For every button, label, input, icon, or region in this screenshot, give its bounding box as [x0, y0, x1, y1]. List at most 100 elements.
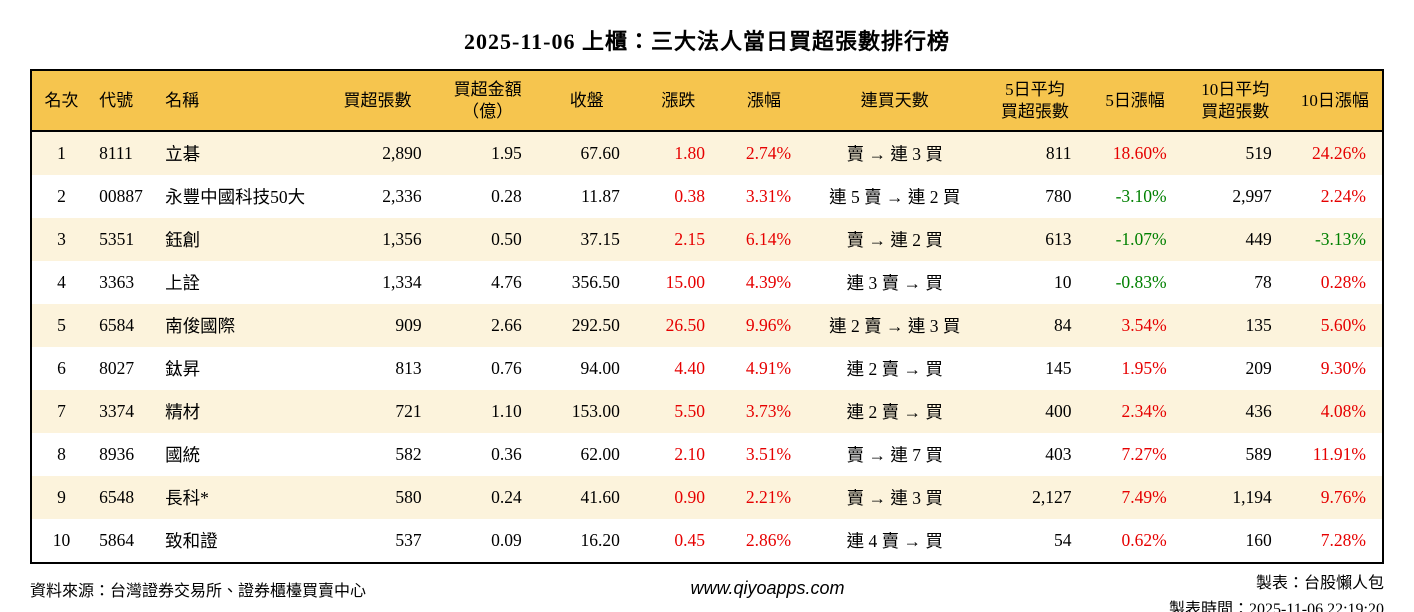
cell-pct5: 2.34%: [1121, 401, 1167, 421]
cell-avg10: 1,194: [1232, 487, 1272, 507]
cell-pct10: -3.13%: [1314, 229, 1366, 249]
column-header-name: 名稱: [157, 70, 318, 132]
column-header-close: 收盤: [537, 70, 636, 132]
cell-change_pct: 2.21%: [745, 487, 792, 507]
column-header-streak: 連買天數: [807, 70, 983, 132]
table-row: 2 00887 永豐中國科技50大 2,336 0.28 11.87 0.38 3.31% 連 …: [31, 175, 1383, 218]
column-header-pct10: 10日漲幅: [1287, 70, 1383, 132]
cell-avg5: 84: [1054, 315, 1072, 335]
cell-net_amount: 0.09: [491, 530, 522, 550]
column-header-change_pct: 漲幅: [720, 70, 808, 132]
cell-pct5: 7.27%: [1121, 444, 1167, 464]
table-row: 9 6548 長科* 580 0.24 41.60 0.90 2.21% 賣 → 連 3 買 2,…: [31, 476, 1383, 519]
cell-net_amount: 0.24: [491, 487, 522, 507]
cell-change: 15.00: [665, 272, 705, 292]
table-row: 5 6584 南俊國際 909 2.66 292.50 26.50 9.96% 連 2 賣 → …: [31, 304, 1383, 347]
table-row: 8 8936 國統 582 0.36 62.00 2.10 3.51% 賣 → 連 7 買 403…: [31, 433, 1383, 476]
cell-avg10: 78: [1254, 272, 1272, 292]
cell-close: 356.50: [571, 272, 620, 292]
creator-note: 製表：台股懶人包: [1255, 575, 1384, 592]
footer-credits: 製表：台股懶人包 製表時間：2025-11-06 22:19:20: [1169, 571, 1384, 612]
cell-change_pct: 4.39%: [745, 272, 792, 292]
cell-pct10: 4.08%: [1320, 401, 1366, 421]
cell-avg10: 589: [1245, 444, 1272, 464]
cell-net_amount: 0.76: [491, 358, 522, 378]
cell-close: 292.50: [571, 315, 620, 335]
cell-close: 94.00: [580, 358, 620, 378]
cell-close: 62.00: [580, 444, 620, 464]
column-header-avg5: 5日平均 買超張數: [982, 70, 1088, 132]
cell-code: 5351: [99, 229, 135, 249]
cell-avg10: 160: [1245, 530, 1272, 550]
cell-change: 1.80: [674, 143, 705, 163]
table-row: 6 8027 鈦昇 813 0.76 94.00 4.40 4.91% 連 2 賣 → 買 145…: [31, 347, 1383, 390]
cell-pct5: 3.54%: [1121, 315, 1167, 335]
cell-avg10: 519: [1245, 143, 1272, 163]
cell-change: 4.40: [674, 358, 705, 378]
cell-net_buy: 2,336: [382, 186, 422, 206]
cell-pct10: 2.24%: [1320, 186, 1366, 206]
cell-name: 國統: [165, 445, 201, 465]
cell-avg10: 135: [1245, 315, 1272, 335]
cell-name: 致和證: [165, 531, 218, 551]
cell-pct5: -0.83%: [1115, 272, 1167, 292]
cell-net_amount: 0.28: [491, 186, 522, 206]
cell-pct10: 5.60%: [1320, 315, 1366, 335]
created-timestamp: 製表時間：2025-11-06 22:19:20: [1169, 601, 1384, 612]
cell-name: 長科*: [165, 488, 209, 508]
cell-change_pct: 4.91%: [745, 358, 792, 378]
cell-streak: 連 4 賣 → 買: [846, 531, 943, 551]
table-row: 7 3374 精材 721 1.10 153.00 5.50 3.73% 連 2 賣 → 買 40…: [31, 390, 1383, 433]
cell-streak: 連 2 賣 → 買: [846, 402, 943, 422]
cell-net_buy: 580: [395, 487, 422, 507]
cell-rank: 4: [57, 272, 66, 292]
cell-net_amount: 0.50: [491, 229, 522, 249]
cell-streak: 連 2 賣 → 買: [846, 359, 943, 379]
cell-close: 37.15: [580, 229, 620, 249]
column-header-rank: 名次: [31, 70, 92, 132]
cell-change_pct: 2.74%: [745, 143, 792, 163]
ranking-table: 名次 代號 名稱 買超張數 買超金額 （億） 收盤 漲跌 漲幅 連買天數 5日平均 買超張數 5日漲…: [30, 69, 1384, 564]
cell-code: 3363: [99, 272, 135, 292]
cell-streak: 賣 → 連 2 買: [846, 230, 943, 250]
cell-pct5: 7.49%: [1121, 487, 1167, 507]
cell-close: 153.00: [571, 401, 620, 421]
table-row: 4 3363 上詮 1,334 4.76 356.50 15.00 4.39% 連 3 賣 → …: [31, 261, 1383, 304]
column-header-code: 代號: [91, 70, 158, 132]
cell-streak: 賣 → 連 7 買: [846, 445, 943, 465]
cell-change_pct: 9.96%: [745, 315, 792, 335]
cell-code: 8936: [99, 444, 135, 464]
cell-code: 00887: [99, 186, 143, 206]
table-row: 1 8111 立碁 2,890 1.95 67.60 1.80 2.74% 賣 → 連 3 買 8…: [31, 131, 1383, 175]
cell-pct10: 9.30%: [1320, 358, 1366, 378]
footer: 資料來源：台灣證券交易所、證券櫃檯買賣中心 www.qiyoapps.com 製…: [30, 571, 1384, 612]
cell-change_pct: 6.14%: [745, 229, 792, 249]
cell-avg5: 403: [1045, 444, 1072, 464]
cell-name: 鈦昇: [165, 359, 201, 379]
cell-streak: 連 3 賣 → 買: [846, 273, 943, 293]
cell-avg10: 209: [1245, 358, 1272, 378]
cell-code: 8111: [99, 143, 133, 163]
cell-avg10: 2,997: [1232, 186, 1272, 206]
column-header-pct5: 5日漲幅: [1087, 70, 1183, 132]
column-header-avg10: 10日平均 買超張數: [1182, 70, 1288, 132]
cell-avg5: 811: [1045, 143, 1072, 163]
cell-avg5: 2,127: [1032, 487, 1072, 507]
column-header-net_buy: 買超張數: [317, 70, 438, 132]
cell-change_pct: 3.51%: [745, 444, 792, 464]
cell-net_buy: 1,356: [382, 229, 422, 249]
cell-net_amount: 1.10: [491, 401, 522, 421]
cell-name: 永豐中國科技50大: [165, 187, 306, 207]
cell-streak: 賣 → 連 3 買: [846, 144, 943, 164]
cell-avg5: 400: [1045, 401, 1072, 421]
cell-rank: 9: [57, 487, 66, 507]
cell-avg5: 54: [1054, 530, 1072, 550]
cell-code: 8027: [99, 358, 135, 378]
cell-avg5: 10: [1054, 272, 1072, 292]
cell-change_pct: 2.86%: [745, 530, 792, 550]
cell-rank: 5: [57, 315, 66, 335]
cell-code: 3374: [99, 401, 135, 421]
column-header-change: 漲跌: [635, 70, 721, 132]
cell-rank: 7: [57, 401, 66, 421]
cell-pct10: 24.26%: [1312, 143, 1366, 163]
